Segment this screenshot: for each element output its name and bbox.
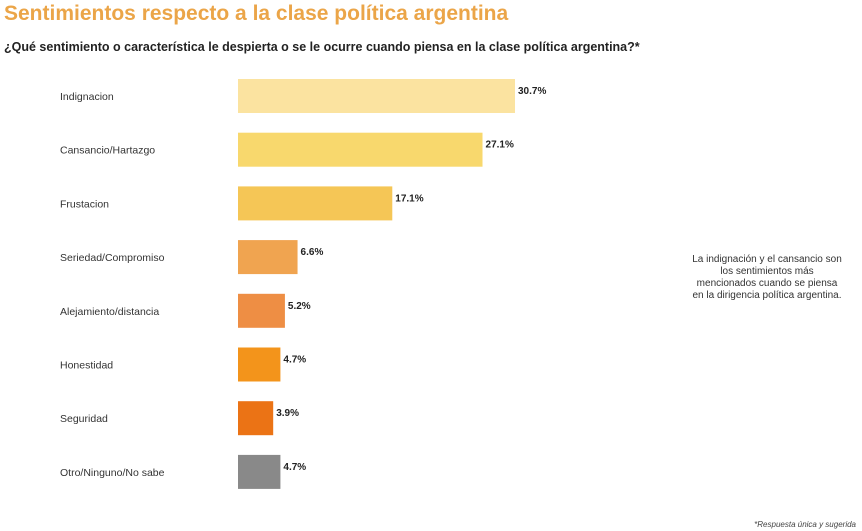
category-label: Cansancio/Hartazgo	[60, 145, 155, 157]
value-label: 3.9%	[276, 408, 299, 419]
value-label: 4.7%	[283, 462, 306, 473]
chart-title: Sentimientos respecto a la clase polític…	[4, 2, 509, 25]
bar	[238, 240, 298, 275]
category-label: Alejamiento/distancia	[60, 306, 159, 318]
footnote: *Respuesta única y sugerida	[754, 520, 856, 529]
value-label: 27.1%	[486, 140, 514, 151]
value-label: 5.2%	[288, 301, 311, 312]
annotation-note: La indignación y el cansancio son los se…	[692, 254, 842, 301]
value-label: 6.6%	[301, 247, 324, 258]
survey-question: ¿Qué sentimiento o característica le des…	[4, 40, 640, 54]
category-label: Honestidad	[60, 360, 113, 372]
value-label: 30.7%	[518, 86, 546, 97]
category-label: Indignacion	[60, 91, 114, 103]
bar	[238, 186, 393, 221]
bar	[238, 79, 515, 113]
value-label: 4.7%	[283, 355, 306, 366]
value-label: 17.1%	[395, 193, 423, 204]
bar	[238, 293, 285, 328]
category-label: Seriedad/Compromiso	[60, 252, 165, 264]
bar	[238, 454, 281, 489]
bar	[238, 132, 483, 167]
category-label: Otro/Ninguno/No sabe	[60, 467, 165, 479]
bar	[238, 347, 281, 382]
category-label: Frustacion	[60, 198, 109, 210]
category-label: Seguridad	[60, 413, 108, 425]
bar	[238, 401, 274, 436]
